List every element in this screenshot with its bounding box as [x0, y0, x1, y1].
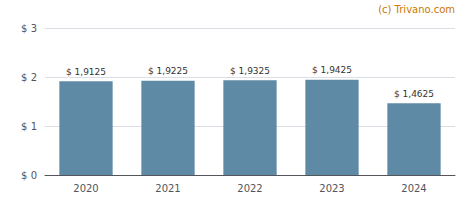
- svg-text:2024: 2024: [401, 183, 426, 194]
- svg-text:2020: 2020: [73, 183, 98, 194]
- svg-text:$ 1,9425: $ 1,9425: [312, 65, 352, 75]
- svg-text:$ 1: $ 1: [21, 121, 37, 132]
- svg-text:2023: 2023: [319, 183, 344, 194]
- svg-text:$ 3: $ 3: [21, 23, 37, 34]
- svg-text:$ 1,9325: $ 1,9325: [230, 66, 270, 76]
- svg-text:2021: 2021: [155, 183, 180, 194]
- svg-text:2022: 2022: [237, 183, 262, 194]
- svg-text:$ 0: $ 0: [21, 170, 37, 181]
- svg-text:$ 1,4625: $ 1,4625: [394, 89, 434, 99]
- svg-text:(c) Trivano.com: (c) Trivano.com: [378, 4, 455, 15]
- svg-text:$ 2: $ 2: [21, 72, 37, 83]
- svg-text:$ 1,9125: $ 1,9125: [66, 67, 106, 77]
- svg-text:$ 1,9225: $ 1,9225: [148, 66, 188, 76]
